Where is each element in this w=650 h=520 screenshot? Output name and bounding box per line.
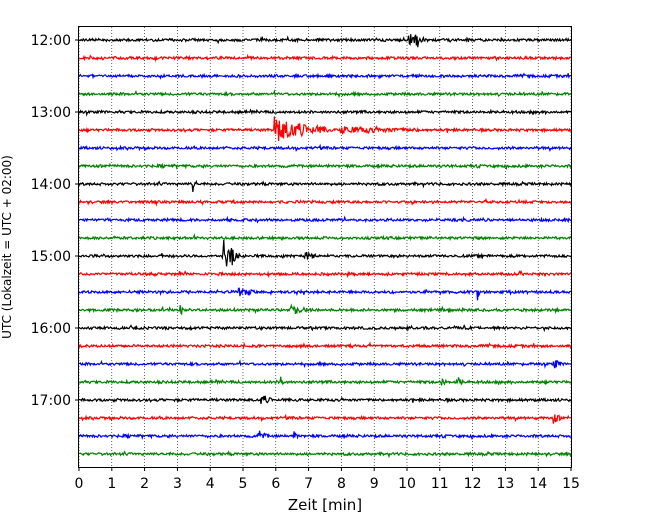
x-tick-label-14: 14 bbox=[529, 476, 547, 492]
trace-20 bbox=[78, 395, 572, 405]
trace-2 bbox=[78, 72, 572, 80]
trace-19 bbox=[78, 376, 572, 386]
trace-8 bbox=[78, 179, 572, 192]
x-tick-label-1: 1 bbox=[107, 476, 116, 492]
x-tick-label-6: 6 bbox=[271, 476, 280, 492]
y-tick-label-14:00: 14:00 bbox=[31, 177, 71, 193]
x-axis-label: Zeit [min] bbox=[288, 496, 362, 514]
trace-lines bbox=[78, 34, 572, 459]
trace-13 bbox=[78, 269, 572, 279]
trace-0 bbox=[78, 34, 572, 48]
x-tick-label-9: 9 bbox=[370, 476, 379, 492]
trace-23 bbox=[78, 450, 572, 459]
trace-18 bbox=[78, 359, 572, 369]
plot-frame bbox=[78, 26, 572, 468]
trace-6 bbox=[78, 143, 572, 153]
trace-4 bbox=[78, 108, 572, 117]
y-tick-label-13:00: 13:00 bbox=[31, 105, 71, 121]
x-tick-label-12: 12 bbox=[464, 476, 482, 492]
y-tick-label-12:00: 12:00 bbox=[31, 33, 71, 49]
y-tick-label-15:00: 15:00 bbox=[31, 249, 71, 265]
trace-15 bbox=[78, 303, 572, 316]
y-tick-label-16:00: 16:00 bbox=[31, 321, 71, 337]
trace-1 bbox=[78, 53, 572, 63]
x-tick-label-4: 4 bbox=[206, 476, 215, 492]
x-tick-label-2: 2 bbox=[140, 476, 149, 492]
y-tick-label-17:00: 17:00 bbox=[31, 393, 71, 409]
trace-5 bbox=[78, 116, 572, 141]
trace-12 bbox=[78, 239, 572, 267]
trace-16 bbox=[78, 324, 572, 333]
x-tick-label-11: 11 bbox=[431, 476, 449, 492]
trace-22 bbox=[78, 430, 572, 441]
x-tick-label-13: 13 bbox=[496, 476, 514, 492]
trace-17 bbox=[78, 341, 572, 350]
trace-10 bbox=[78, 215, 572, 224]
trace-9 bbox=[78, 197, 572, 207]
trace-14 bbox=[78, 287, 572, 301]
y-ticks: 12:00 13:00 14:00 15:00 16:00 17:00 bbox=[31, 33, 79, 409]
x-tick-label-15: 15 bbox=[562, 476, 580, 492]
x-tick-label-8: 8 bbox=[337, 476, 346, 492]
trace-7 bbox=[78, 162, 572, 171]
x-tick-label-5: 5 bbox=[239, 476, 248, 492]
trace-3 bbox=[78, 89, 572, 99]
y-axis-label: UTC (Lokalzeit = UTC + 02:00) bbox=[0, 155, 14, 339]
x-tick-label-10: 10 bbox=[398, 476, 416, 492]
x-tick-label-7: 7 bbox=[304, 476, 313, 492]
x-tick-label-3: 3 bbox=[173, 476, 182, 492]
x-tick-label-0: 0 bbox=[75, 476, 84, 492]
trace-21 bbox=[78, 413, 572, 424]
trace-11 bbox=[78, 232, 572, 242]
x-ticks: 0 1 2 3 4 5 6 7 8 9 10 11 12 13 14 15 bbox=[75, 467, 580, 492]
